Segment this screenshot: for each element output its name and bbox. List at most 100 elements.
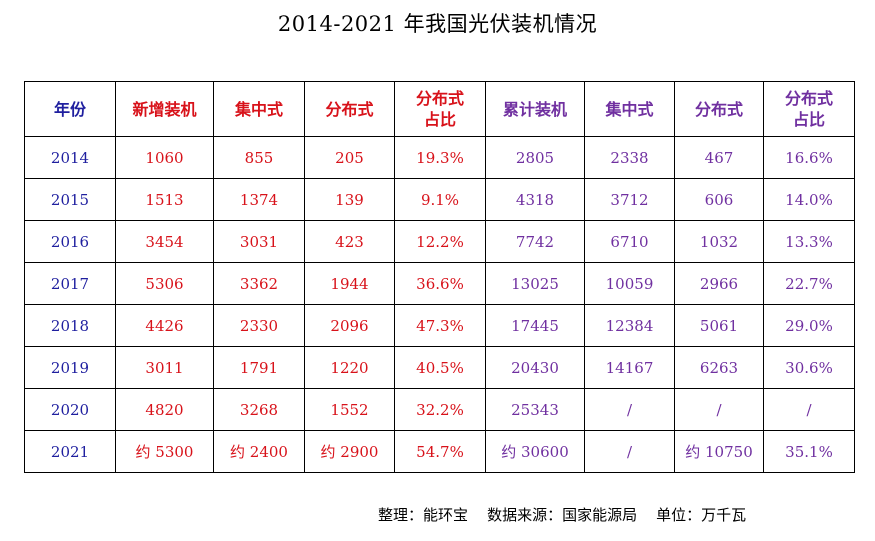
column-header: 分布式 xyxy=(304,81,395,137)
table-cell: 54.7% xyxy=(394,430,486,473)
table-cell: 5061 xyxy=(674,304,764,347)
source-note: 整理：能环宝 数据来源：国家能源局 单位：万千瓦 xyxy=(378,506,747,524)
table-cell: 40.5% xyxy=(394,346,486,389)
column-header-label: 分布式 xyxy=(415,89,464,108)
column-header: 分布式 占比 xyxy=(763,81,855,137)
column-header-label: 新增装机 xyxy=(132,99,197,119)
column-header: 集中式 xyxy=(584,81,675,137)
year-cell: 2015 xyxy=(24,178,116,221)
table-row: 2021 约 5300 约 2400 约 2900 54.7% 约 30600/约 107… xyxy=(24,430,855,473)
table-cell: 约 2400 xyxy=(213,430,305,473)
page-title: 2014-2021 年我国光伏装机情况 xyxy=(277,12,598,36)
column-header-label: 年份 xyxy=(53,99,86,119)
table-cell: 14.0% xyxy=(763,178,855,221)
table-cell: 4318 xyxy=(485,178,585,221)
year-cell: 2019 xyxy=(24,346,116,389)
table-cell: 12.2% xyxy=(394,220,486,263)
table-cell: 205 xyxy=(304,136,395,179)
table-cell: 36.6% xyxy=(394,262,486,305)
table-cell: 2096 xyxy=(304,304,395,347)
table-cell: 16.6% xyxy=(763,136,855,179)
table-cell: 606 xyxy=(674,178,764,221)
year-cell: 2017 xyxy=(24,262,116,305)
installation-table: 年份 新增装机 集中式 分布式 分布式 占比 累计装机 集中式 分布式 分布式 占比 2014 106… xyxy=(24,81,855,473)
table-cell: 13025 xyxy=(485,262,585,305)
column-header-label: 占比 xyxy=(792,110,825,129)
table-cell: 35.1% xyxy=(763,430,855,473)
table-cell: 1374 xyxy=(213,178,305,221)
table-cell: 30.6% xyxy=(763,346,855,389)
table-cell: 1513 xyxy=(115,178,214,221)
table-cell: 约 30600 xyxy=(485,430,585,473)
table-cell: 6710 xyxy=(584,220,675,263)
table-cell: 1791 xyxy=(213,346,305,389)
table-cell: 4426 xyxy=(115,304,214,347)
table-row: 2020 4820 3268 1552 32.2% 25343// / xyxy=(24,388,855,431)
table-row: 2018 4426 2330 2096 47.3% 17445 12384 5061 29.0% xyxy=(24,304,855,347)
table-cell: 3362 xyxy=(213,262,305,305)
table-cell: 2966 xyxy=(674,262,764,305)
table-cell: 17445 xyxy=(485,304,585,347)
table-cell: 1944 xyxy=(304,262,395,305)
table-cell: 139 xyxy=(304,178,395,221)
table-cell: 9.1% xyxy=(394,178,486,221)
table-cell: 423 xyxy=(304,220,395,263)
table-cell: 2330 xyxy=(213,304,305,347)
table-cell: 14167 xyxy=(584,346,675,389)
table-cell: 47.3% xyxy=(394,304,486,347)
table-cell: 13.3% xyxy=(763,220,855,263)
year-cell: 2021 xyxy=(24,430,116,473)
table-cell: 3011 xyxy=(115,346,214,389)
column-header: 分布式 占比 xyxy=(394,81,486,137)
year-cell: 2018 xyxy=(24,304,116,347)
table-cell: 25343 xyxy=(485,388,585,431)
table-cell: 4820 xyxy=(115,388,214,431)
year-cell: 2014 xyxy=(24,136,116,179)
table-cell: 约 2900 xyxy=(304,430,395,473)
column-header: 累计装机 xyxy=(485,81,585,137)
table-cell: 约 5300 xyxy=(115,430,214,473)
table-header-row: 年份 新增装机 集中式 分布式 分布式 占比 累计装机 集中式 分布式 分布式 占比 xyxy=(24,81,855,137)
table-cell: 10059 xyxy=(584,262,675,305)
column-header-label: 集中式 xyxy=(605,99,654,119)
column-header-label: 分布式 xyxy=(325,99,374,119)
table-cell: 22.7% xyxy=(763,262,855,305)
table-cell: / xyxy=(584,388,675,431)
table-cell: 29.0% xyxy=(763,304,855,347)
table-cell: 2338 xyxy=(584,136,675,179)
year-cell: 2016 xyxy=(24,220,116,263)
table-cell: 3268 xyxy=(213,388,305,431)
table-body: 2014 1060 855 205 19.3% 2805 2338 467 16.6% 2015 1… xyxy=(24,136,855,473)
table-cell: 2805 xyxy=(485,136,585,179)
table-cell: 6263 xyxy=(674,346,764,389)
table-cell: 7742 xyxy=(485,220,585,263)
table-cell: / xyxy=(674,388,764,431)
table-cell: 5306 xyxy=(115,262,214,305)
table-cell: 32.2% xyxy=(394,388,486,431)
table-cell: 855 xyxy=(213,136,305,179)
table-row: 2014 1060 855 205 19.3% 2805 2338 467 16.6% xyxy=(24,136,855,179)
column-header-label: 集中式 xyxy=(234,99,283,119)
table-cell: 12384 xyxy=(584,304,675,347)
column-header: 年份 xyxy=(24,81,116,137)
column-header-label: 分布式 xyxy=(784,89,833,108)
column-header: 分布式 xyxy=(674,81,764,137)
table-row: 2019 3011 1791 1220 40.5% 20430 14167 6263 30.6% xyxy=(24,346,855,389)
column-header-label: 累计装机 xyxy=(502,99,567,119)
table-cell: 1032 xyxy=(674,220,764,263)
column-header: 集中式 xyxy=(213,81,305,137)
table-cell: 19.3% xyxy=(394,136,486,179)
table-cell: 1060 xyxy=(115,136,214,179)
table-row: 2017 5306 3362 1944 36.6% 13025 10059 2966 22.7% xyxy=(24,262,855,305)
table-cell: 3454 xyxy=(115,220,214,263)
column-header-label: 占比 xyxy=(423,110,456,129)
table-cell: 3031 xyxy=(213,220,305,263)
table-cell: 1552 xyxy=(304,388,395,431)
table-cell: 467 xyxy=(674,136,764,179)
table-cell: 3712 xyxy=(584,178,675,221)
table-cell: 20430 xyxy=(485,346,585,389)
table-cell: / xyxy=(584,430,675,473)
table-cell: 1220 xyxy=(304,346,395,389)
column-header-label: 分布式 xyxy=(694,99,743,119)
year-cell: 2020 xyxy=(24,388,116,431)
